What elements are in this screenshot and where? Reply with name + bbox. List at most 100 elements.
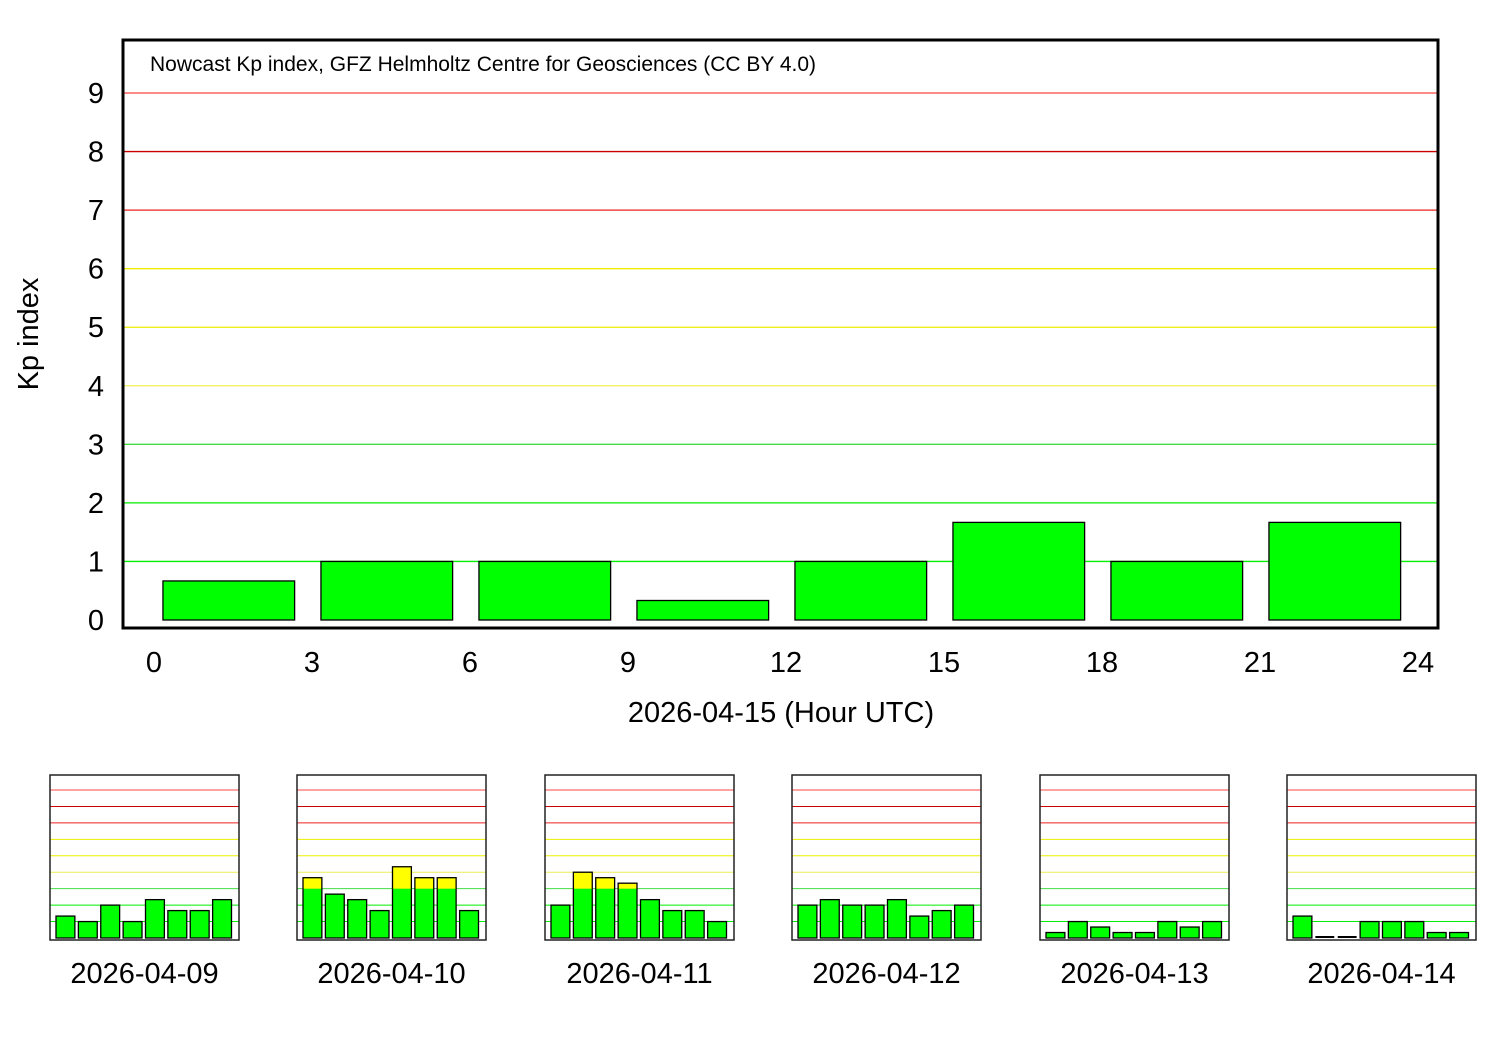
bar-segment	[1135, 932, 1155, 938]
bar-segment	[551, 905, 570, 938]
bar-segment	[865, 905, 884, 938]
bar-segment	[392, 866, 412, 889]
bar-outline	[684, 909, 705, 939]
x-tick-label: 15	[928, 647, 960, 679]
bar	[1090, 926, 1111, 939]
bar-outline	[162, 580, 296, 621]
x-tick-label: 6	[462, 647, 478, 679]
bar-outline	[842, 904, 863, 939]
y-tick-label: 2	[88, 488, 104, 520]
bar-outline	[953, 904, 975, 939]
bar	[864, 904, 885, 939]
bar	[636, 599, 770, 621]
x-tick-label: 3	[304, 647, 320, 679]
day-plot-2026-04-14: 2026-04-14	[1286, 774, 1477, 990]
date-label: 2026-04-12	[812, 958, 960, 990]
bar	[1381, 920, 1403, 939]
y-axis-label: Kp index	[13, 277, 45, 390]
bar-outline	[302, 877, 323, 939]
bar	[1110, 560, 1244, 621]
bar-segment	[1404, 921, 1424, 938]
bar-segment	[954, 905, 974, 938]
bar-segment	[1360, 921, 1379, 938]
bar-outline	[458, 909, 480, 939]
bar	[1292, 915, 1313, 939]
plot-frame	[1039, 774, 1230, 941]
bar	[931, 909, 952, 939]
bar-segment	[640, 899, 660, 938]
bar-outline	[369, 909, 390, 939]
bar	[1045, 931, 1066, 939]
bar-segment	[100, 905, 120, 938]
bar-outline	[1426, 931, 1447, 939]
bar-segment	[437, 877, 457, 889]
bar	[458, 909, 480, 939]
bar-outline	[1268, 521, 1402, 621]
day-plot-2026-04-13: 2026-04-13	[1039, 774, 1230, 990]
bar-segment	[325, 894, 345, 938]
day-plot-2026-04-11: 2026-04-11	[544, 774, 735, 990]
bar-segment	[1382, 921, 1402, 938]
bar	[953, 904, 975, 939]
bar-segment	[1268, 522, 1401, 620]
bar	[1179, 926, 1200, 939]
bar-segment	[347, 899, 367, 938]
bar-segment	[820, 899, 840, 938]
bar	[1359, 920, 1380, 939]
bar-outline	[1157, 920, 1178, 939]
day-plot-2026-04-09: 2026-04-09	[49, 774, 240, 990]
bar-outline	[391, 866, 413, 939]
bar-segment	[78, 921, 98, 938]
bar-segment	[595, 888, 615, 938]
date-label: 2026-04-11	[566, 958, 712, 990]
x-tick-label: 21	[1244, 647, 1276, 679]
bar	[211, 898, 233, 939]
bar-segment	[636, 600, 769, 620]
bar-segment	[414, 888, 434, 938]
bar-outline	[1067, 920, 1088, 939]
bar	[1448, 931, 1470, 939]
bar	[144, 898, 166, 939]
bar	[886, 898, 908, 939]
bar-segment	[1113, 932, 1132, 938]
y-tick-label: 7	[88, 195, 104, 227]
bar	[794, 560, 928, 621]
bar-outline	[1134, 931, 1156, 939]
date-label: 2026-04-14	[1307, 958, 1455, 990]
y-tick-label: 0	[88, 605, 104, 637]
bar	[414, 877, 435, 939]
bar	[162, 580, 296, 621]
plot-frame	[49, 774, 240, 941]
bar-segment	[595, 877, 615, 889]
bar	[1112, 931, 1133, 939]
bar	[1067, 920, 1088, 939]
bar-segment	[952, 522, 1085, 620]
bar	[302, 877, 323, 939]
x-axis-label: 2026-04-15 (Hour UTC)	[628, 697, 934, 729]
previous-days-plots: 2026-04-09 2026-04-10 2026-04-11 2026-04-12…	[49, 774, 1477, 990]
bar-outline	[211, 898, 233, 939]
bar	[684, 909, 705, 939]
date-label: 2026-04-10	[317, 958, 465, 990]
bar-outline	[1292, 915, 1313, 939]
bar-segment	[392, 888, 412, 938]
y-tick-label: 4	[88, 371, 104, 403]
bar	[1157, 920, 1178, 939]
bar-outline	[1179, 926, 1200, 939]
bar-segment	[145, 899, 165, 938]
bar-segment	[190, 910, 210, 938]
bar-outline	[55, 915, 76, 939]
bar-segment	[370, 910, 389, 938]
bar-segment	[414, 877, 434, 889]
bar-segment	[1157, 921, 1177, 938]
main-plot: Nowcast Kp index, GFZ Helmholtz Centre f…	[13, 38, 1440, 729]
bar	[819, 898, 840, 939]
bar	[478, 560, 612, 621]
y-tick-label: 1	[88, 546, 104, 578]
bar	[842, 904, 863, 939]
bar-outline	[636, 599, 770, 621]
bar	[1134, 931, 1156, 939]
bar-outline	[952, 521, 1086, 621]
bar	[369, 909, 390, 939]
x-tick-label: 12	[770, 647, 802, 679]
